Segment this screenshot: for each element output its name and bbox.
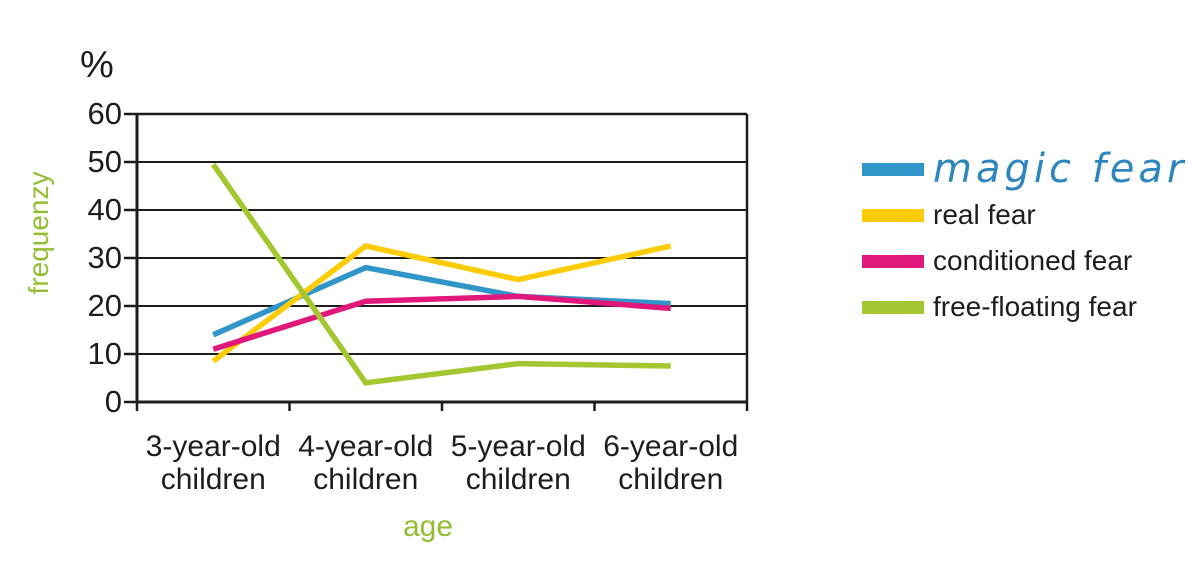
legend-swatch	[862, 300, 924, 314]
y-axis-unit-label: %	[80, 44, 114, 86]
legend-label: magic fear	[933, 146, 1188, 192]
y-tick-label: 50	[87, 144, 122, 179]
legend: magic fear real fear conditioned fear free-…	[862, 146, 1187, 330]
legend-label: free-floating fear	[933, 291, 1137, 322]
legend-swatch	[862, 254, 924, 268]
legend-item-magic-fear: magic fear	[862, 146, 1187, 192]
x-tick-label: 5-year-old children	[450, 430, 586, 496]
legend-swatch	[862, 208, 924, 222]
y-tick-label: 40	[87, 192, 122, 227]
y-tick-label: 30	[87, 240, 122, 275]
series-line-conditioned-fear	[212, 293, 671, 352]
legend-item-real-fear: real fear	[862, 192, 1187, 238]
series-line-free-floating-fear	[210, 162, 671, 386]
y-tick-label: 0	[104, 384, 122, 419]
y-tick-label: 10	[87, 336, 122, 371]
x-axis-title: age	[402, 510, 454, 543]
legend-item-conditioned-fear: conditioned fear	[862, 238, 1187, 284]
x-tick-label: 4-year-old children	[298, 430, 434, 496]
y-tick-label: 20	[87, 288, 122, 323]
x-tick-label: 6-year-old children	[603, 430, 739, 496]
x-tick-label: 3-year-old children	[145, 430, 281, 496]
legend-label: conditioned fear	[933, 245, 1133, 276]
legend-swatch	[862, 162, 924, 176]
y-tick-label: 60	[87, 96, 122, 131]
series-line-real-fear	[211, 243, 672, 364]
legend-item-free-floating-fear: free-floating fear	[862, 284, 1187, 330]
legend-label: real fear	[933, 199, 1036, 230]
